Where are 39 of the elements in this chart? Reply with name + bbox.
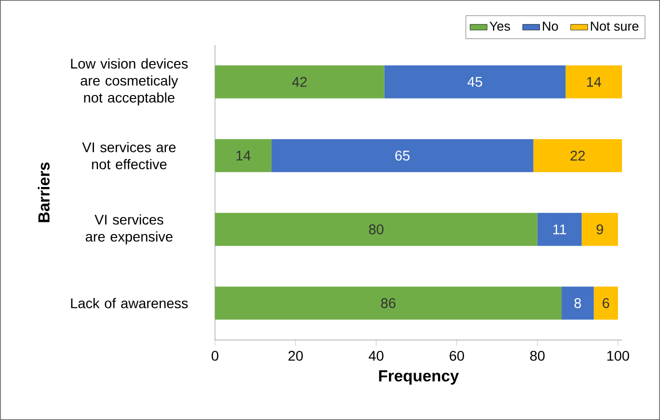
bar: [271, 139, 534, 172]
data-label: 14: [587, 77, 602, 87]
y-tick-label: Lack of awareness: [71, 298, 188, 308]
legend-label: Not sure: [590, 22, 638, 31]
y-tick-label: Low vision devices are cosmeticaly not acceptable: [71, 58, 188, 106]
bar: [533, 139, 622, 172]
data-label: 9: [596, 224, 604, 234]
bar: [582, 212, 618, 246]
x-axis-title: Frequency: [379, 370, 459, 385]
bar: [537, 212, 582, 246]
bar: [215, 286, 562, 320]
data-label: 22: [570, 150, 585, 161]
x-tick-label: 80: [530, 350, 545, 361]
bar: [594, 286, 618, 320]
bar: [215, 65, 384, 98]
data-label: 65: [395, 150, 410, 161]
data-label: 11: [553, 224, 566, 234]
y-axis-title: Barriers: [38, 162, 50, 222]
bar: [384, 65, 566, 98]
x-tick-label: 100: [607, 350, 630, 361]
data-label: 42: [292, 76, 307, 87]
legend-label: No: [542, 22, 558, 31]
bar: [566, 65, 622, 98]
y-tick-label: VI services are expensive: [86, 214, 172, 244]
x-tick-label: 60: [450, 350, 464, 361]
y-tick-label: VI services are not effective: [82, 142, 176, 170]
data-label: 6: [602, 298, 610, 308]
bar: [215, 212, 538, 246]
x-tick-label: 20: [288, 350, 303, 361]
data-label: 86: [381, 298, 396, 308]
x-tick-label: 40: [368, 350, 384, 361]
bar: [562, 286, 594, 320]
data-label: 45: [467, 77, 482, 87]
x-tick-label: 0: [212, 350, 218, 361]
data-label: 14: [236, 150, 251, 160]
bar: [215, 139, 272, 172]
legend-label: Yes: [490, 22, 510, 31]
data-label: 80: [369, 224, 384, 234]
data-label: 8: [574, 298, 581, 308]
